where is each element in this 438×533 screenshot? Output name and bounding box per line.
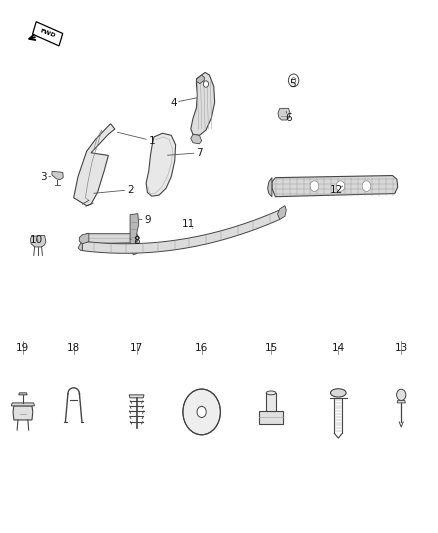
- Circle shape: [291, 78, 296, 83]
- Polygon shape: [129, 395, 144, 398]
- Bar: [259, 411, 283, 424]
- Ellipse shape: [184, 406, 196, 418]
- Polygon shape: [74, 124, 115, 206]
- Ellipse shape: [331, 389, 346, 397]
- Polygon shape: [191, 134, 201, 144]
- Text: 7: 7: [196, 148, 203, 158]
- Text: FWD: FWD: [39, 29, 56, 39]
- Text: 16: 16: [195, 343, 208, 353]
- Text: 6: 6: [285, 114, 292, 124]
- Text: 5: 5: [290, 79, 296, 89]
- Polygon shape: [272, 175, 398, 197]
- Circle shape: [310, 181, 319, 191]
- Circle shape: [396, 389, 406, 400]
- Text: 1: 1: [148, 135, 155, 146]
- Text: 8: 8: [133, 236, 140, 246]
- Text: 14: 14: [332, 343, 345, 353]
- Polygon shape: [19, 393, 27, 395]
- Text: 15: 15: [265, 343, 278, 353]
- Polygon shape: [82, 233, 139, 244]
- Polygon shape: [278, 108, 290, 120]
- Polygon shape: [78, 240, 89, 251]
- Polygon shape: [278, 206, 286, 220]
- Polygon shape: [32, 22, 63, 46]
- Text: 10: 10: [30, 235, 43, 245]
- Polygon shape: [52, 171, 63, 180]
- Ellipse shape: [197, 419, 206, 433]
- Text: 3: 3: [40, 172, 46, 182]
- Ellipse shape: [266, 391, 276, 395]
- Circle shape: [362, 181, 371, 191]
- Polygon shape: [30, 235, 46, 247]
- Circle shape: [197, 406, 206, 417]
- Bar: [266, 393, 276, 411]
- Text: 2: 2: [127, 185, 134, 195]
- Circle shape: [288, 74, 299, 87]
- Text: 19: 19: [16, 343, 29, 353]
- Polygon shape: [82, 210, 280, 253]
- Text: 9: 9: [144, 215, 151, 225]
- Polygon shape: [13, 406, 33, 420]
- Text: 12: 12: [329, 185, 343, 195]
- Polygon shape: [191, 72, 215, 135]
- Polygon shape: [130, 214, 139, 255]
- Text: 4: 4: [170, 98, 177, 108]
- Text: 18: 18: [67, 343, 80, 353]
- Circle shape: [183, 389, 220, 435]
- Polygon shape: [196, 75, 204, 84]
- Text: 13: 13: [395, 343, 408, 353]
- Polygon shape: [146, 133, 176, 196]
- Polygon shape: [268, 177, 272, 197]
- Circle shape: [203, 81, 208, 87]
- Ellipse shape: [197, 391, 206, 405]
- Ellipse shape: [207, 406, 219, 418]
- Polygon shape: [11, 403, 35, 406]
- Text: 17: 17: [130, 343, 143, 353]
- Circle shape: [336, 181, 345, 191]
- Text: 11: 11: [182, 219, 195, 229]
- Polygon shape: [397, 400, 405, 403]
- Polygon shape: [79, 233, 89, 244]
